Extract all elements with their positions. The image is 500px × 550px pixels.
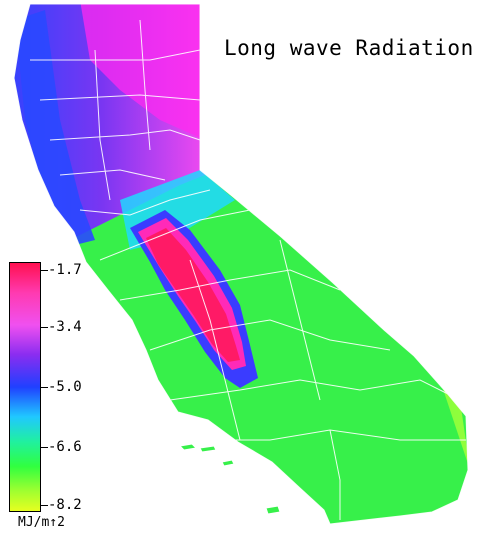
channel-islands	[178, 443, 281, 515]
legend-tick	[40, 270, 48, 271]
legend-tick-label: -1.7	[48, 262, 82, 278]
legend-tick-label: -5.0	[48, 379, 82, 395]
legend-tick-label: -8.2	[48, 497, 82, 513]
legend-tick-label: -6.6	[48, 439, 82, 455]
county-boundaries	[13, 3, 469, 525]
legend-tick	[40, 327, 48, 328]
legend-unit-label: MJ/m↑2	[18, 515, 65, 530]
legend-tick	[40, 505, 48, 506]
color-scale-bar	[9, 262, 41, 512]
legend-tick-label: -3.4	[48, 319, 82, 335]
legend-tick	[40, 387, 48, 388]
map-title: Long wave Radiation	[224, 36, 474, 60]
legend-tick	[40, 447, 48, 448]
